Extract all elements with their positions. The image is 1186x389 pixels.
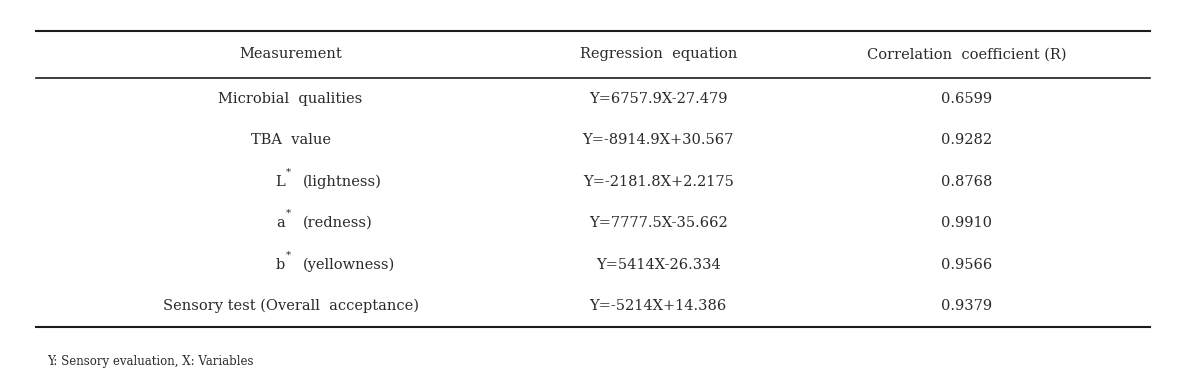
Text: Microbial  qualities: Microbial qualities <box>218 91 363 105</box>
Text: Sensory test (Overall  acceptance): Sensory test (Overall acceptance) <box>162 299 419 313</box>
Text: *: * <box>286 209 291 218</box>
Text: 0.9282: 0.9282 <box>940 133 993 147</box>
Text: *: * <box>286 250 291 259</box>
Text: b: b <box>275 258 285 272</box>
Text: TBA  value: TBA value <box>250 133 331 147</box>
Text: a: a <box>276 216 285 230</box>
Text: 0.8768: 0.8768 <box>940 175 993 189</box>
Text: Y=-2181.8X+2.2175: Y=-2181.8X+2.2175 <box>582 175 734 189</box>
Text: *: * <box>286 167 291 176</box>
Text: L: L <box>275 175 285 189</box>
Text: (yellowness): (yellowness) <box>302 258 395 272</box>
Text: Regression  equation: Regression equation <box>580 47 737 61</box>
Text: (lightness): (lightness) <box>302 174 382 189</box>
Text: 0.9910: 0.9910 <box>940 216 993 230</box>
Text: Y=5414X-26.334: Y=5414X-26.334 <box>595 258 721 272</box>
Text: Correlation  coefficient (R): Correlation coefficient (R) <box>867 47 1066 61</box>
Text: Y=7777.5X-35.662: Y=7777.5X-35.662 <box>589 216 727 230</box>
Text: Y=6757.9X-27.479: Y=6757.9X-27.479 <box>589 91 727 105</box>
Text: Y: Sensory evaluation, X: Variables: Y: Sensory evaluation, X: Variables <box>47 355 254 368</box>
Text: Measurement: Measurement <box>240 47 342 61</box>
Text: Y=-5214X+14.386: Y=-5214X+14.386 <box>589 299 727 313</box>
Text: 0.6599: 0.6599 <box>940 91 993 105</box>
Text: 0.9379: 0.9379 <box>940 299 993 313</box>
Text: Y=-8914.9X+30.567: Y=-8914.9X+30.567 <box>582 133 734 147</box>
Text: (redness): (redness) <box>302 216 372 230</box>
Text: 0.9566: 0.9566 <box>940 258 993 272</box>
